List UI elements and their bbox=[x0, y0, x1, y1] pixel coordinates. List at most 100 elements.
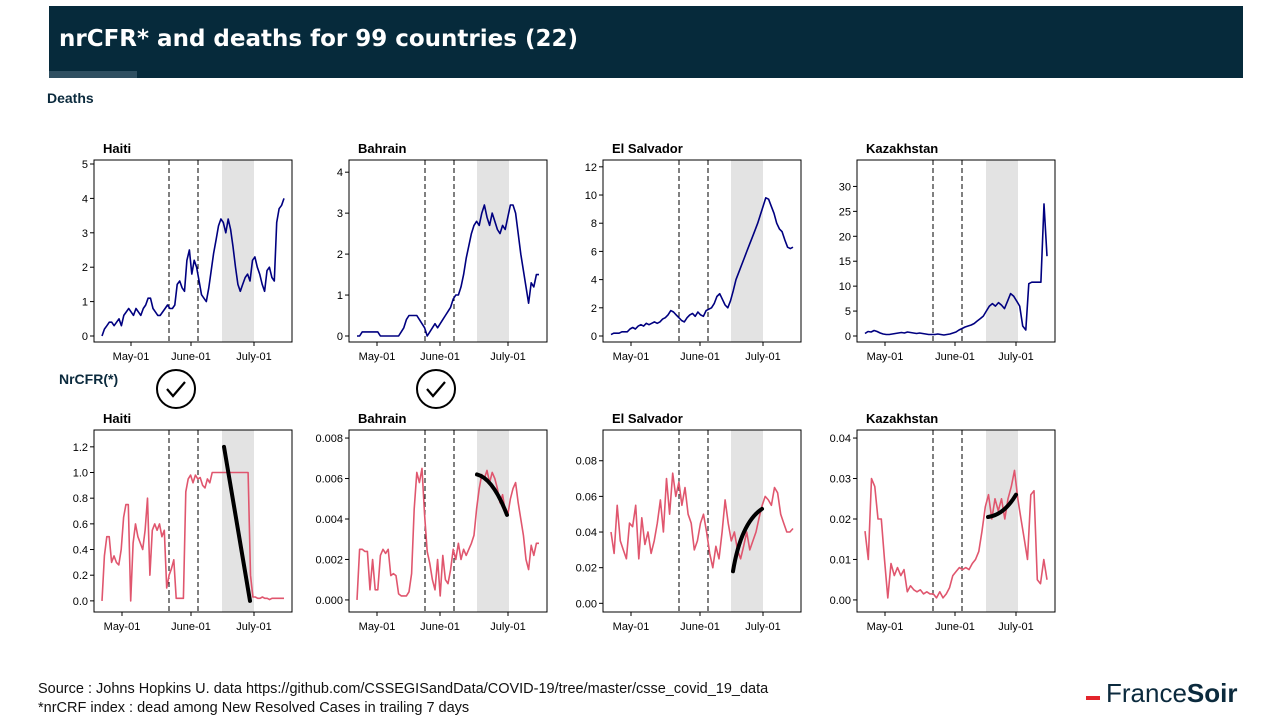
source-note: Source : Johns Hopkins U. data https://g… bbox=[38, 681, 769, 697]
x-tick-label: July-01 bbox=[490, 621, 525, 633]
y-tick-label: 0.004 bbox=[315, 514, 343, 526]
y-tick-label: 1 bbox=[337, 290, 343, 302]
y-tick-label: 0.008 bbox=[315, 433, 343, 445]
check-circle-icon bbox=[416, 369, 456, 409]
deaths-series-line bbox=[101, 198, 285, 337]
trend-line bbox=[222, 444, 252, 603]
y-tick-label: 0 bbox=[82, 331, 88, 343]
x-tick-label: June-01 bbox=[420, 351, 460, 363]
y-tick-label: 4 bbox=[82, 193, 88, 205]
y-tick-label: 0 bbox=[337, 331, 343, 343]
plot-frame bbox=[348, 159, 548, 343]
y-tick-label: 12 bbox=[585, 162, 597, 174]
y-tick-label: 8 bbox=[591, 218, 597, 230]
deaths-series-line bbox=[864, 203, 1048, 336]
y-tick-label: 0 bbox=[845, 331, 851, 343]
trend-line bbox=[986, 492, 1018, 519]
y-tick-label: 10 bbox=[839, 281, 851, 293]
y-tick-label: 0.006 bbox=[315, 474, 343, 486]
x-tick-label: May-01 bbox=[867, 621, 904, 633]
plot-frame bbox=[93, 429, 293, 613]
chart-panel: Bahrain 0.000 0.002 0.004 0.006 0.008 May-01 Ju… bbox=[315, 411, 548, 633]
shaded-window bbox=[986, 160, 1018, 342]
y-tick-label: 2 bbox=[591, 303, 597, 315]
x-tick-label: June-01 bbox=[680, 621, 720, 633]
plot-frame bbox=[856, 159, 1056, 343]
chart-panel: Kazakhstan 0.00 0.01 0.02 0.03 0.04 May-01 June… bbox=[830, 411, 1056, 633]
x-tick-label: June-01 bbox=[935, 621, 975, 633]
x-tick-label: May-01 bbox=[104, 621, 141, 633]
chart-panel: Haiti 0 1 2 3 4 5 May-01 June-01 July-01 bbox=[82, 141, 293, 363]
page-title: nrCFR* and deaths for 99 countries (22) bbox=[59, 26, 578, 52]
nrcfr-series-line bbox=[610, 472, 794, 569]
trend-line bbox=[731, 506, 764, 574]
x-tick-label: June-01 bbox=[680, 351, 720, 363]
chart-panel: Kazakhstan 0 5 10 15 20 25 30 May-01 June-01 July-… bbox=[839, 141, 1056, 363]
x-tick-label: May-01 bbox=[613, 351, 650, 363]
x-tick-label: June-01 bbox=[420, 621, 460, 633]
y-tick-label: 25 bbox=[839, 206, 851, 218]
shaded-window bbox=[477, 430, 509, 612]
y-tick-label: 6 bbox=[591, 246, 597, 258]
y-tick-label: 5 bbox=[82, 159, 88, 171]
x-tick-label: July-01 bbox=[490, 351, 525, 363]
y-tick-label: 0.0 bbox=[73, 596, 88, 608]
x-tick-label: June-01 bbox=[171, 351, 211, 363]
x-tick-label: July-01 bbox=[745, 351, 780, 363]
chart-title: Haiti bbox=[103, 141, 131, 156]
plot-frame bbox=[602, 429, 802, 613]
y-tick-label: 0 bbox=[591, 331, 597, 343]
y-tick-label: 3 bbox=[337, 208, 343, 220]
nrcfr-series-line bbox=[864, 469, 1048, 599]
y-tick-label: 1.0 bbox=[73, 468, 88, 480]
nrcfr-section-label: NrCFR(*) bbox=[59, 371, 119, 387]
chart-panel: El Salvador 0 2 4 6 8 10 12 May-01 June-01 July-01 bbox=[585, 141, 802, 363]
deaths-section-label: Deaths bbox=[47, 90, 94, 106]
x-tick-label: May-01 bbox=[359, 621, 396, 633]
y-tick-label: 0.01 bbox=[830, 554, 851, 566]
y-tick-label: 5 bbox=[845, 306, 851, 318]
plot-frame bbox=[348, 429, 548, 613]
y-tick-label: 0.00 bbox=[830, 595, 851, 607]
y-tick-label: 2 bbox=[82, 262, 88, 274]
x-tick-label: July-01 bbox=[236, 621, 271, 633]
shaded-window bbox=[986, 430, 1018, 612]
y-tick-label: 30 bbox=[839, 181, 851, 193]
nrcfr-series-line bbox=[356, 467, 539, 600]
chart-title: El Salvador bbox=[612, 141, 683, 156]
y-tick-label: 4 bbox=[337, 167, 343, 179]
y-tick-label: 0.04 bbox=[576, 527, 597, 539]
logo-text-soir: Soir bbox=[1186, 678, 1238, 708]
y-tick-label: 0.04 bbox=[830, 433, 851, 445]
chart-title: Bahrain bbox=[358, 411, 406, 426]
y-tick-label: 0.03 bbox=[830, 474, 851, 486]
chart-title: Haiti bbox=[103, 411, 131, 426]
x-tick-label: May-01 bbox=[359, 351, 396, 363]
chart-title: Kazakhstan bbox=[866, 141, 938, 156]
francesoir-logo: FranceSoir bbox=[1086, 678, 1238, 709]
x-tick-label: June-01 bbox=[171, 621, 211, 633]
x-tick-label: May-01 bbox=[867, 351, 904, 363]
y-tick-label: 0.2 bbox=[73, 570, 88, 582]
y-tick-label: 15 bbox=[839, 256, 851, 268]
shaded-window bbox=[222, 160, 254, 342]
y-tick-label: 0.6 bbox=[73, 519, 88, 531]
y-tick-label: 3 bbox=[82, 228, 88, 240]
shaded-window bbox=[477, 160, 509, 342]
y-tick-label: 2 bbox=[337, 249, 343, 261]
deaths-series-line bbox=[610, 197, 794, 336]
chart-title: Bahrain bbox=[358, 141, 406, 156]
y-tick-label: 0.06 bbox=[576, 491, 597, 503]
x-tick-label: May-01 bbox=[613, 621, 650, 633]
trend-line bbox=[475, 472, 509, 517]
y-tick-label: 0.00 bbox=[576, 598, 597, 610]
y-tick-label: 0.000 bbox=[315, 595, 343, 607]
nrcfr-footnote: *nrCRF index : dead among New Resolved C… bbox=[38, 700, 470, 716]
x-tick-label: July-01 bbox=[236, 351, 271, 363]
x-tick-label: June-01 bbox=[935, 351, 975, 363]
x-tick-label: July-01 bbox=[745, 621, 780, 633]
y-tick-label: 0.4 bbox=[73, 545, 88, 557]
y-tick-label: 1 bbox=[82, 297, 88, 309]
logo-dash-icon bbox=[1086, 696, 1100, 701]
